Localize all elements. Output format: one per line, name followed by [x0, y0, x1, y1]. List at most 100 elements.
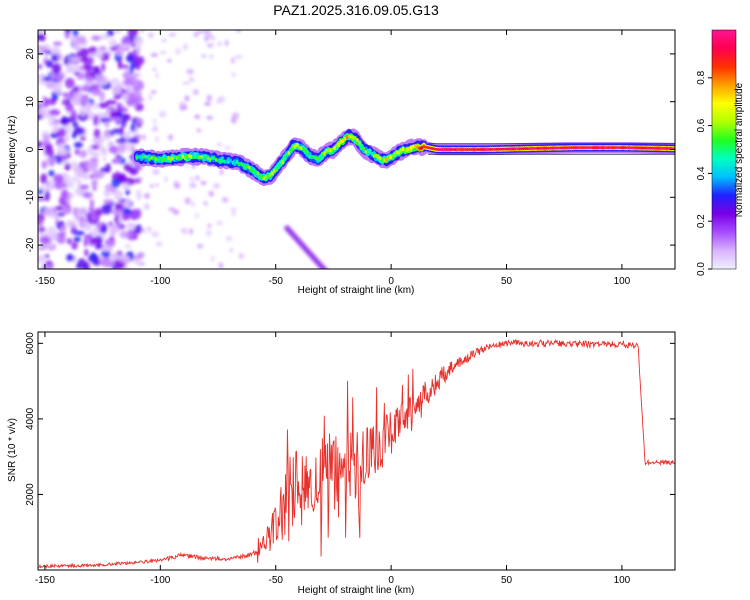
ridge-blob	[366, 150, 370, 155]
ridge-blob	[179, 156, 183, 161]
noise-blob	[184, 198, 193, 203]
ridge-blob	[221, 158, 224, 163]
ridge-blob	[437, 148, 440, 151]
ridge-blob	[449, 148, 453, 151]
ridge-blob	[408, 146, 411, 151]
ridge-blob	[233, 161, 237, 166]
noise-blob	[48, 121, 60, 126]
ridge-blob	[345, 135, 349, 139]
ridge-blob	[563, 146, 567, 150]
ridge-blob	[657, 146, 660, 150]
ridge-blob	[655, 146, 658, 150]
streak-blob	[320, 265, 327, 269]
ridge-blob	[156, 158, 160, 163]
ridge-blob	[258, 174, 262, 179]
noise-blob	[136, 251, 145, 258]
ridge-blob	[341, 138, 345, 143]
noise-blob	[196, 30, 204, 34]
noise-blob	[44, 143, 53, 152]
noise-blob	[203, 30, 211, 34]
noise-blob	[101, 204, 113, 215]
noise-blob	[38, 30, 45, 34]
ridge-blob	[335, 143, 338, 148]
noise-blob	[100, 62, 106, 72]
noise-blob	[129, 64, 134, 75]
ridge-blob	[316, 156, 320, 161]
noise-blob	[137, 261, 146, 266]
ridge-blob	[356, 137, 359, 142]
noise-blob	[109, 46, 118, 51]
noise-blob	[155, 241, 163, 247]
noise-blob	[79, 149, 87, 159]
ridge-blob	[478, 148, 482, 151]
ridge-blob	[493, 147, 496, 151]
ridge-blob	[208, 157, 212, 162]
noise-blob	[121, 36, 131, 47]
noise-blob	[161, 38, 168, 43]
noise-blob	[76, 72, 86, 80]
ridge-blob	[534, 146, 538, 150]
noise-blob	[66, 238, 72, 245]
noise-blob	[101, 147, 108, 156]
noise-blob	[112, 117, 125, 123]
noise-blob	[143, 192, 151, 199]
colorbar-tick-label: 0.4	[696, 166, 707, 180]
noise-blob	[204, 101, 211, 106]
ridge-blob	[223, 159, 226, 164]
ridge-blob	[595, 146, 598, 150]
noise-blob	[120, 44, 131, 49]
ridge-blob	[318, 155, 322, 160]
noise-blob	[78, 48, 90, 58]
noise-blob	[41, 160, 48, 169]
noise-blob	[42, 134, 50, 142]
noise-blob	[173, 180, 179, 186]
ridge-blob	[273, 168, 276, 173]
noise-blob	[135, 189, 142, 201]
ridge-blob	[466, 148, 469, 151]
noise-blob	[39, 185, 46, 190]
noise-blob	[134, 255, 139, 265]
noise-blob	[73, 230, 85, 236]
noise-blob	[70, 109, 77, 120]
noise-blob	[113, 189, 124, 201]
ridge-blob	[202, 154, 206, 159]
noise-blob	[133, 99, 140, 107]
ridge-blob	[651, 146, 654, 150]
noise-blob	[141, 134, 146, 141]
noise-blob	[133, 36, 144, 47]
noise-blob	[57, 232, 66, 237]
ridge-blob	[262, 176, 266, 181]
ridge-blob	[549, 146, 552, 150]
noise-blob	[108, 145, 120, 154]
ridge-blob	[476, 148, 480, 151]
noise-blob	[88, 205, 95, 214]
noise-blob	[54, 180, 65, 190]
noise-blob	[111, 178, 121, 188]
ridge-blob	[597, 146, 600, 150]
ridge-blob	[424, 145, 428, 149]
ridge-blob	[428, 146, 432, 150]
noise-blob	[221, 196, 229, 203]
noise-blob	[125, 189, 130, 196]
noise-blob	[38, 246, 46, 251]
ridge-blob	[194, 154, 197, 159]
ridge-blob	[486, 147, 490, 151]
ridge-blob	[422, 144, 426, 149]
noise-blob	[47, 156, 57, 164]
ridge-blob	[468, 148, 471, 151]
noise-blob	[63, 92, 68, 98]
noise-blob	[118, 213, 123, 224]
ridge-blob	[530, 147, 534, 150]
noise-blob	[130, 72, 142, 78]
noise-blob	[218, 262, 224, 269]
y-tick-label: 20	[25, 48, 36, 60]
ridge-blob	[470, 148, 473, 151]
ridge-blob	[663, 146, 667, 150]
colorbar: 0.0 0.2 0.4 0.6 0.8 Normalized spectral ampl…	[696, 29, 745, 276]
noise-blob	[151, 168, 160, 175]
noise-blob	[231, 211, 236, 216]
noise-blob	[80, 56, 90, 63]
ridge-blob	[387, 155, 390, 160]
ridge-blob	[524, 147, 527, 151]
noise-blob	[43, 207, 53, 217]
